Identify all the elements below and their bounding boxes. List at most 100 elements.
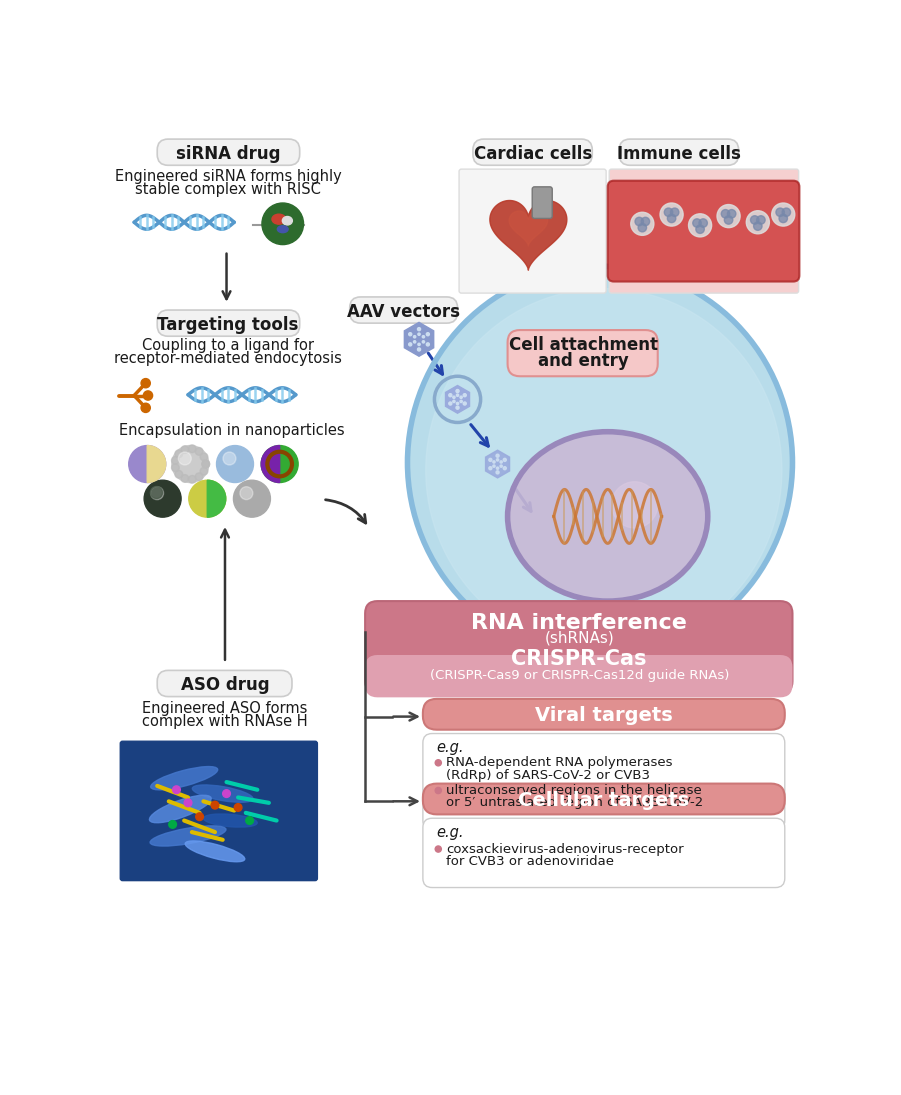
Circle shape: [240, 486, 253, 499]
FancyBboxPatch shape: [609, 169, 798, 293]
Circle shape: [779, 215, 787, 222]
Circle shape: [456, 390, 460, 393]
Circle shape: [144, 481, 181, 517]
Circle shape: [246, 817, 253, 825]
Ellipse shape: [150, 766, 218, 789]
Circle shape: [423, 335, 424, 338]
Polygon shape: [490, 200, 567, 270]
FancyBboxPatch shape: [423, 734, 785, 830]
Circle shape: [178, 452, 191, 465]
Circle shape: [414, 335, 415, 338]
Circle shape: [181, 446, 188, 453]
Circle shape: [493, 465, 496, 468]
Circle shape: [143, 391, 152, 400]
Circle shape: [753, 222, 762, 230]
Ellipse shape: [150, 826, 226, 846]
Circle shape: [664, 208, 673, 217]
Circle shape: [463, 394, 467, 396]
Circle shape: [188, 475, 196, 483]
Text: complex with RNAse H: complex with RNAse H: [142, 714, 308, 728]
Circle shape: [612, 482, 658, 528]
Polygon shape: [405, 322, 433, 356]
Circle shape: [262, 203, 304, 244]
Circle shape: [453, 396, 455, 399]
Circle shape: [150, 486, 164, 499]
Ellipse shape: [282, 217, 292, 224]
Circle shape: [141, 379, 150, 388]
Text: Immune cells: Immune cells: [617, 145, 742, 163]
FancyBboxPatch shape: [158, 310, 300, 336]
Circle shape: [449, 394, 452, 396]
FancyBboxPatch shape: [607, 181, 799, 281]
Circle shape: [150, 486, 162, 498]
FancyBboxPatch shape: [120, 741, 317, 880]
Circle shape: [435, 760, 441, 765]
Circle shape: [211, 802, 219, 809]
Circle shape: [417, 327, 421, 331]
Text: e.g.: e.g.: [437, 740, 464, 754]
Ellipse shape: [272, 215, 286, 224]
Polygon shape: [445, 385, 469, 413]
Circle shape: [782, 208, 790, 217]
Text: stable complex with RISC: stable complex with RISC: [135, 182, 321, 197]
FancyBboxPatch shape: [473, 139, 592, 165]
Circle shape: [457, 402, 459, 405]
Text: Cell attachment: Cell attachment: [508, 336, 658, 354]
Circle shape: [638, 223, 647, 232]
Circle shape: [500, 465, 503, 468]
Circle shape: [426, 333, 430, 336]
Circle shape: [418, 333, 420, 335]
Circle shape: [670, 208, 678, 217]
Circle shape: [751, 216, 759, 224]
FancyBboxPatch shape: [460, 169, 606, 293]
FancyBboxPatch shape: [350, 297, 458, 323]
Circle shape: [233, 481, 270, 517]
Circle shape: [409, 333, 412, 336]
Circle shape: [171, 457, 179, 464]
Circle shape: [496, 471, 499, 474]
Circle shape: [688, 214, 712, 237]
Circle shape: [189, 481, 226, 517]
Text: Engineered siRNA forms highly: Engineered siRNA forms highly: [114, 169, 341, 184]
Circle shape: [496, 454, 499, 458]
Circle shape: [234, 804, 242, 811]
Circle shape: [435, 787, 441, 794]
Circle shape: [435, 846, 441, 852]
Circle shape: [188, 445, 196, 452]
Circle shape: [776, 208, 785, 217]
Circle shape: [722, 209, 730, 218]
Circle shape: [660, 203, 683, 226]
Ellipse shape: [507, 431, 708, 601]
Circle shape: [631, 212, 654, 235]
Circle shape: [418, 343, 420, 346]
FancyBboxPatch shape: [365, 601, 793, 693]
Circle shape: [200, 453, 208, 461]
Text: and entry: and entry: [538, 351, 628, 370]
Text: (RdRp) of SARS-CoV-2 or CVB3: (RdRp) of SARS-CoV-2 or CVB3: [446, 769, 650, 782]
Text: RNA interference: RNA interference: [471, 613, 687, 633]
Text: (CRISPR-Cas9 or CRISPR-Cas12d guide RNAs): (CRISPR-Cas9 or CRISPR-Cas12d guide RNAs…: [430, 669, 729, 681]
Circle shape: [202, 460, 210, 468]
Ellipse shape: [426, 289, 782, 652]
Polygon shape: [486, 450, 510, 477]
Circle shape: [727, 209, 736, 218]
Circle shape: [463, 402, 467, 405]
Circle shape: [184, 799, 192, 807]
Circle shape: [696, 224, 705, 233]
Circle shape: [129, 446, 166, 483]
Circle shape: [771, 203, 795, 226]
Circle shape: [504, 459, 506, 461]
Text: e.g.: e.g.: [437, 825, 464, 840]
FancyBboxPatch shape: [158, 139, 300, 165]
Circle shape: [417, 348, 421, 351]
Text: ASO drug: ASO drug: [181, 676, 269, 694]
Circle shape: [635, 217, 643, 226]
Circle shape: [423, 341, 424, 343]
Text: AAV vectors: AAV vectors: [347, 302, 460, 321]
Circle shape: [414, 341, 415, 343]
Text: Coupling to a ligand for: Coupling to a ligand for: [142, 338, 314, 353]
Circle shape: [642, 217, 650, 226]
FancyBboxPatch shape: [158, 670, 292, 696]
Text: Cardiac cells: Cardiac cells: [474, 145, 592, 163]
Circle shape: [493, 461, 496, 463]
